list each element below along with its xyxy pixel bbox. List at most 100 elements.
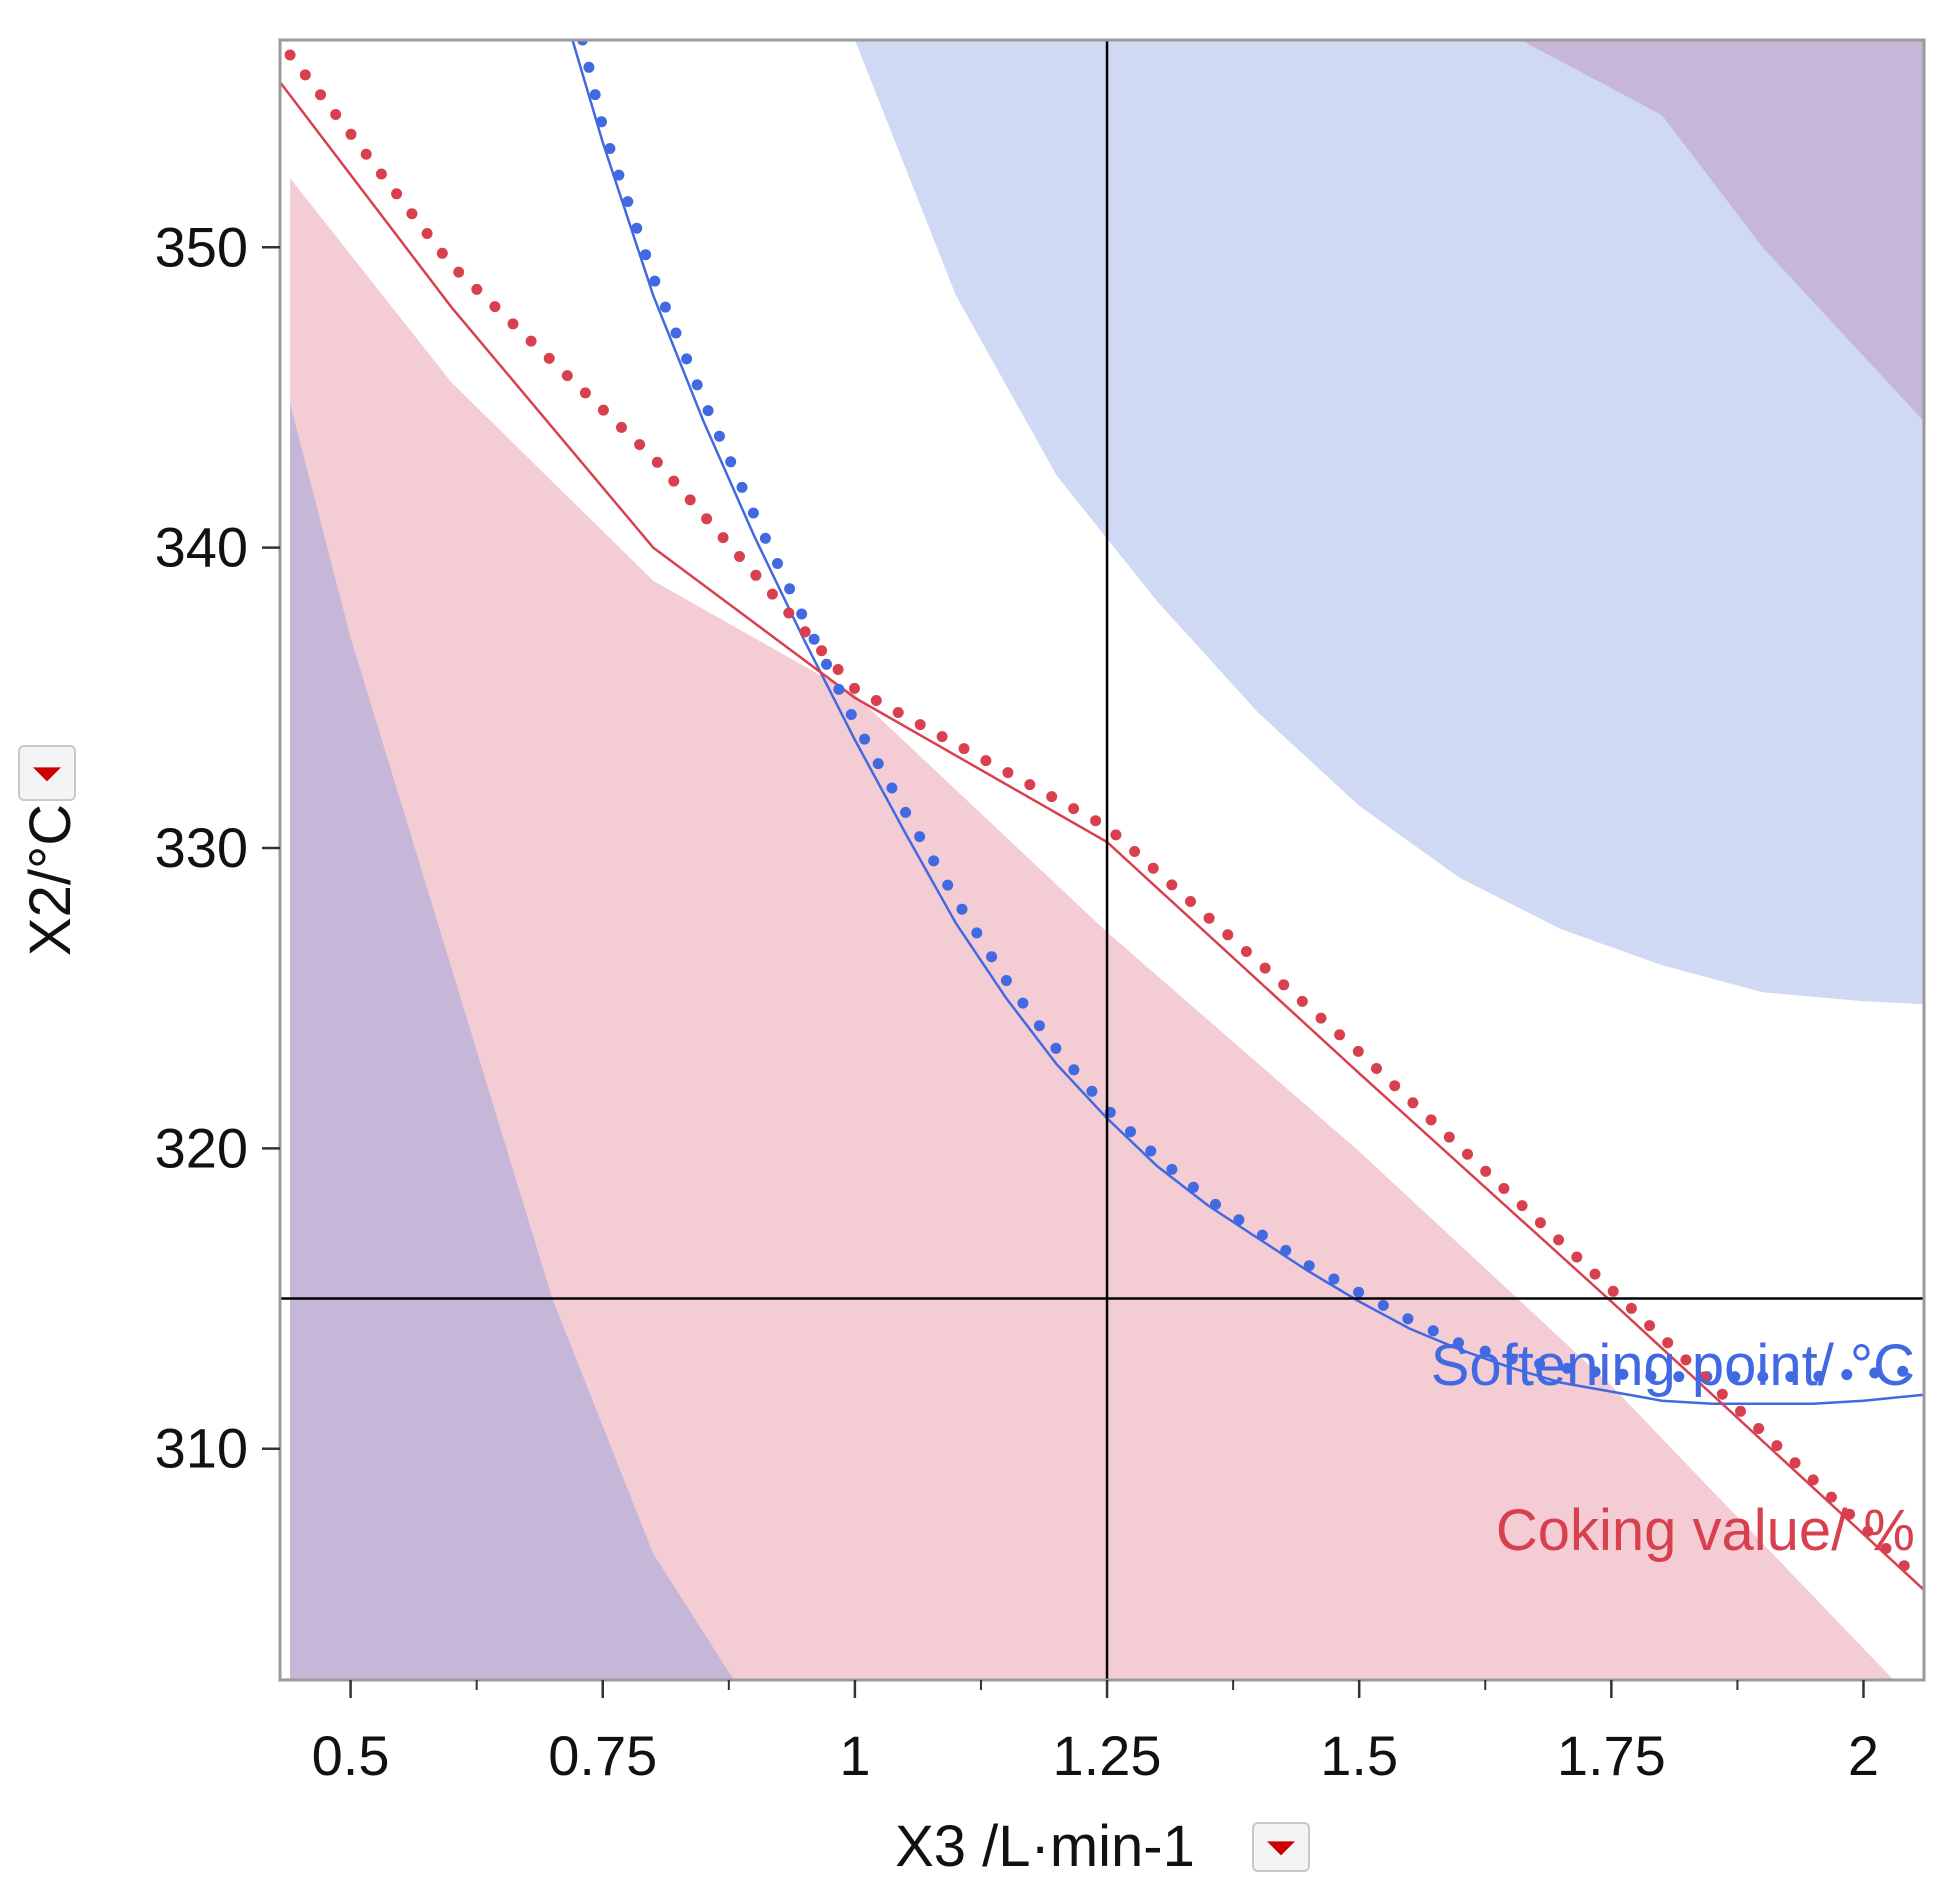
softening-point-limit-dot xyxy=(886,782,898,794)
softening-point-limit-dot xyxy=(859,733,871,745)
coking-value-limit-dot xyxy=(980,755,992,767)
overlap-region-1 xyxy=(290,403,734,1680)
softening-point-limit-dot xyxy=(1166,1163,1178,1175)
x-tick-label: 2 xyxy=(1848,1724,1879,1787)
coking-value-limit-dot xyxy=(1553,1234,1565,1246)
coking-value-limit-dot xyxy=(406,208,418,220)
softening-point-limit-dot xyxy=(942,879,954,891)
coking-value-limit-dot xyxy=(1296,995,1308,1007)
coking-value-limit-dot xyxy=(1259,962,1271,974)
coking-value-limit-dot xyxy=(1862,1525,1874,1537)
softening-point-limit-dot xyxy=(1479,1345,1491,1357)
softening-point-limit-dot xyxy=(1589,1366,1601,1378)
softening-point-limit-dot xyxy=(1785,1371,1797,1383)
softening-point-limit-dot xyxy=(596,116,607,128)
coking-value-limit-dot xyxy=(870,695,882,706)
softening-point-limit-dot xyxy=(1427,1325,1439,1337)
coking-value-limit-dot xyxy=(1480,1165,1492,1177)
softening-point-limit-dot xyxy=(1673,1371,1685,1383)
coking-value-limit-dot xyxy=(1407,1097,1419,1109)
coking-value-limit-dot xyxy=(1880,1543,1892,1554)
softening-point-limit-dot xyxy=(1645,1370,1657,1382)
softening-point-limit-dot xyxy=(604,143,616,154)
coking-value-limit-dot xyxy=(436,247,448,259)
softening-point-region xyxy=(854,40,1924,1005)
coking-value-limit-dot xyxy=(284,49,296,61)
coking-value-limit-dot xyxy=(958,743,970,755)
coking-value-limit-dot xyxy=(1807,1474,1819,1486)
x-axis: 0.5 0.75 1 1.25 1.5 1.75 2 xyxy=(312,1680,1879,1787)
softening-point-limit-dot xyxy=(1303,1260,1315,1272)
softening-point-limit-dot xyxy=(1402,1313,1414,1325)
coking-value-limit-dot xyxy=(783,607,795,619)
coking-value-limit-dot xyxy=(597,404,609,416)
coking-value-limit-dot xyxy=(1002,767,1014,779)
coking-value-limit-dot xyxy=(1203,912,1215,924)
feasible-regions xyxy=(290,40,1924,1680)
coking-value-limit-dot xyxy=(360,148,372,160)
coking-value-limit-dot xyxy=(832,664,844,675)
coking-value-limit-dot xyxy=(1716,1388,1728,1400)
contour-lines xyxy=(280,40,1924,1591)
coking-value-label: Coking value/ % xyxy=(1496,1498,1915,1563)
coking-value-limit-dot xyxy=(1462,1148,1473,1160)
softening-point-limit-dot xyxy=(1086,1085,1098,1097)
y-tick-label: 350 xyxy=(155,215,248,278)
coking-value-limit-dot xyxy=(1334,1029,1346,1041)
softening-point-limit-dot xyxy=(1506,1353,1518,1365)
coking-value-limit-dot xyxy=(651,456,663,468)
coking-value-limit-dot xyxy=(579,387,591,399)
y-axis-menu-button[interactable] xyxy=(18,745,76,801)
coking-value-limit-dot xyxy=(634,439,646,451)
softening-point-limit-dot xyxy=(1017,997,1029,1009)
coking-value-limit-dot xyxy=(299,69,311,81)
x-axis-menu-button[interactable] xyxy=(1252,1822,1310,1872)
coking-value-limit-dot xyxy=(1110,829,1122,841)
crosshair[interactable] xyxy=(280,40,1924,1680)
softening-point-limit-dot xyxy=(670,327,682,339)
x-tick-label: 1.25 xyxy=(1053,1724,1162,1787)
coking-value-limit-dot xyxy=(543,352,555,364)
softening-point-limit-dot xyxy=(1187,1181,1199,1193)
softening-point-limit-dot xyxy=(772,558,783,569)
softening-point-limit-dot xyxy=(1256,1229,1268,1241)
coking-value-limit-dot xyxy=(1352,1045,1364,1057)
coking-value-limit-dot xyxy=(1443,1131,1455,1143)
x-axis-title: X3 /L·min-1 xyxy=(895,1814,1195,1879)
coking-value-limit-dot xyxy=(471,283,483,295)
coking-value-limit-dot xyxy=(1278,979,1290,991)
softening-point-limit-dot xyxy=(821,658,832,670)
softening-point-limit-dot xyxy=(872,758,884,770)
softening-point-limit-dot xyxy=(649,275,661,287)
coking-value-limit-dot xyxy=(375,168,387,180)
coking-value-limit-dot xyxy=(1825,1491,1837,1503)
coking-value-limit-dot xyxy=(315,89,326,101)
coking-value-limit-dot xyxy=(345,128,357,140)
coking-value-limit-dot xyxy=(1046,791,1058,803)
coking-value-limit-dot xyxy=(1516,1200,1528,1212)
coking-value-limit-dot xyxy=(1534,1217,1546,1229)
coking-value-limit-dot xyxy=(1644,1320,1656,1332)
y-axis: 310 320 330 340 350 xyxy=(155,215,280,1480)
coking-value-limit-dot xyxy=(1068,803,1080,815)
softening-point-limit-dot xyxy=(1534,1358,1546,1370)
softening-point-limit-dot xyxy=(736,481,748,493)
coking-value-limit-dot xyxy=(1371,1063,1382,1074)
coking-value-limit-dot xyxy=(936,731,948,743)
coking-value-limit-dot xyxy=(717,532,729,544)
softening-point-limit-dot xyxy=(631,222,643,234)
coking-value-limit-dot xyxy=(1898,1560,1910,1572)
softening-point-contour-line xyxy=(571,40,1924,1405)
coking-value-limit-dot xyxy=(701,513,713,525)
coking-value-limit-dot xyxy=(1607,1285,1619,1297)
softening-point-limit-dot xyxy=(1729,1371,1741,1383)
coking-value-limit-dot xyxy=(1147,862,1159,874)
coking-value-limit-dot xyxy=(892,707,904,718)
softening-point-limit-dot xyxy=(796,608,808,620)
softening-point-limit-dot xyxy=(1377,1299,1389,1311)
softening-point-limit-dot xyxy=(589,89,601,101)
softening-point-limit-dot xyxy=(759,532,771,544)
coking-value-limit-dot xyxy=(1571,1251,1583,1263)
y-tick-label: 340 xyxy=(155,516,248,579)
coking-value-limit-dot xyxy=(391,188,403,200)
